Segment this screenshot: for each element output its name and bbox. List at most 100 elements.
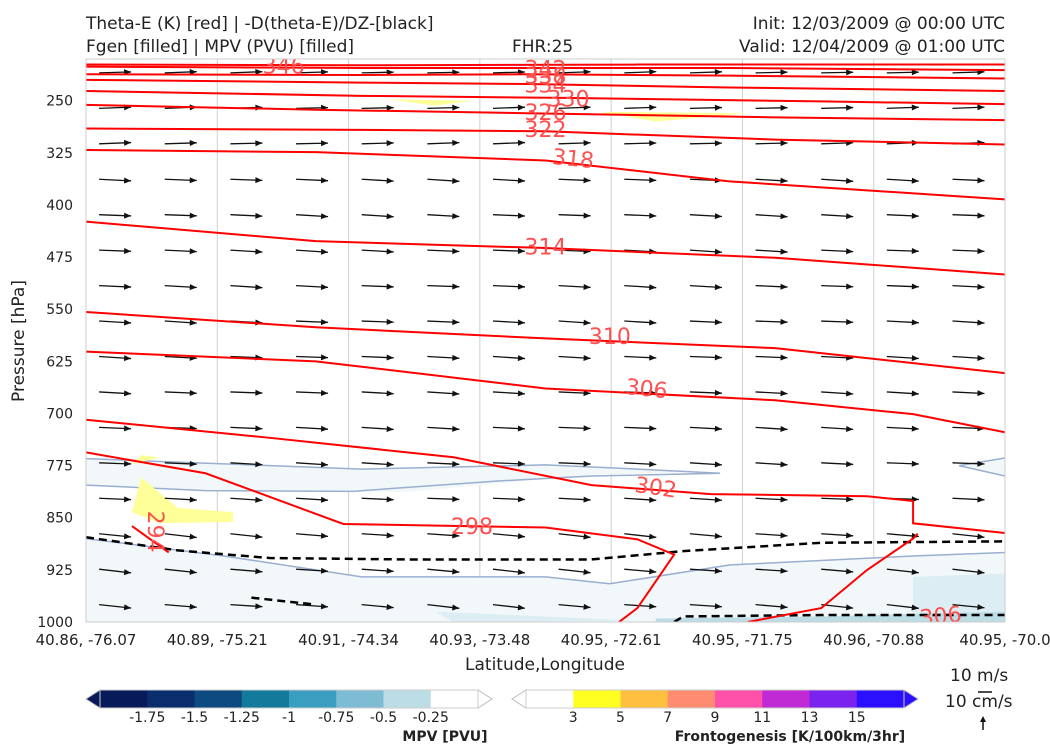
vector-scale-u: 10 m/s bbox=[950, 666, 1008, 686]
wind-vector-head bbox=[123, 355, 132, 362]
wind-vector-head bbox=[714, 532, 722, 539]
mpv-fill-region bbox=[435, 611, 638, 622]
wind-vector-head bbox=[911, 568, 919, 575]
wind-vector-head bbox=[320, 425, 329, 432]
wind-vector-head bbox=[452, 354, 460, 361]
wind-vector-head bbox=[583, 354, 591, 361]
theta-e-contour bbox=[86, 350, 1005, 434]
x-tick-label: 40.86, -76.07 bbox=[36, 631, 137, 649]
wind-vector-head bbox=[714, 319, 722, 326]
wind-vector-head bbox=[452, 604, 460, 611]
wind-vector-head bbox=[320, 69, 329, 76]
wind-vector-head bbox=[911, 283, 919, 290]
theta-e-contour bbox=[131, 525, 170, 554]
wind-vector-head bbox=[649, 354, 657, 361]
y-tick-label: 775 bbox=[46, 459, 73, 475]
theta-e-label: 326 bbox=[525, 101, 567, 126]
wind-vector-head bbox=[320, 461, 329, 468]
wind-vector-head bbox=[452, 283, 460, 290]
wind-vector-head bbox=[649, 603, 657, 610]
wind-vector-head bbox=[977, 212, 985, 219]
y-tick-label: 250 bbox=[46, 94, 73, 110]
colorbar-tick-label: 7 bbox=[663, 710, 672, 726]
wind-vector-head bbox=[189, 319, 197, 326]
wind-vector-head bbox=[977, 104, 985, 111]
colorbar-extend-high bbox=[477, 689, 493, 709]
wind-vector-head bbox=[780, 248, 788, 255]
wind-vector bbox=[1018, 107, 1050, 108]
wind-vector-head bbox=[517, 390, 525, 397]
wind-vector-head bbox=[583, 104, 591, 111]
wind-vector-head bbox=[846, 177, 854, 184]
wind-vector-head bbox=[780, 318, 788, 325]
wind-vector-head bbox=[649, 568, 657, 575]
wind-vector-head bbox=[780, 213, 788, 220]
wind-vector-head bbox=[780, 532, 788, 539]
colorbar-swatch bbox=[241, 690, 290, 708]
wind-vector-head bbox=[977, 355, 985, 362]
mpv-contour bbox=[86, 537, 1005, 585]
static-stability-contour bbox=[86, 535, 1005, 561]
wind-vector-head bbox=[911, 104, 919, 111]
wind-vector-head bbox=[1043, 320, 1050, 326]
colorbar-tick-label: -1.25 bbox=[224, 710, 260, 726]
wind-vector-head bbox=[649, 212, 657, 219]
wind-vector-head bbox=[386, 69, 394, 76]
x-tick-label: 40.95, -70.0 bbox=[959, 631, 1050, 649]
wind-vector-head bbox=[714, 213, 722, 220]
wind-vector-head bbox=[583, 139, 591, 146]
wind-vector-head bbox=[1043, 177, 1050, 183]
wind-vector-head bbox=[255, 68, 263, 75]
y-tick-label: 625 bbox=[46, 354, 73, 370]
wind-vector-head bbox=[649, 425, 657, 432]
theta-e-contour bbox=[86, 65, 1005, 72]
x-tick-label: 40.91, -74.34 bbox=[298, 631, 399, 649]
colorbar-tick-label: 3 bbox=[569, 710, 578, 726]
forecast-hour: FHR:25 bbox=[512, 37, 574, 57]
colorbar-tick-label: 11 bbox=[753, 710, 771, 726]
wind-vector-head bbox=[386, 354, 394, 361]
wind-vector bbox=[1018, 215, 1050, 216]
y-tick-label: 400 bbox=[46, 198, 73, 214]
wind-vector-head bbox=[189, 177, 197, 184]
wind-vector-head bbox=[649, 496, 657, 503]
mpv-fill-region bbox=[86, 538, 1005, 622]
fgen-colorbar-title: Frontogenesis [K/100km/3hr] bbox=[675, 729, 905, 745]
wind-vector-head bbox=[517, 319, 525, 326]
wind-vector-head bbox=[386, 461, 394, 468]
theta-e-label: 330 bbox=[547, 87, 589, 112]
wind-vector-head bbox=[780, 567, 788, 574]
wind-vector-head bbox=[320, 319, 329, 326]
wind-vector-head bbox=[189, 389, 197, 396]
colorbar-tick-label: -0.75 bbox=[318, 710, 354, 726]
wind-vector-head bbox=[846, 104, 854, 111]
colorbar-extend-low bbox=[511, 689, 527, 709]
wind-vector-head bbox=[1043, 355, 1050, 361]
y-tick-label: 850 bbox=[46, 511, 73, 527]
wind-vector-head bbox=[517, 569, 525, 576]
wind-vector bbox=[1018, 427, 1050, 428]
wind-vector-head bbox=[1043, 603, 1050, 609]
wind-vector-head bbox=[846, 461, 854, 468]
wind-vector bbox=[1018, 321, 1050, 323]
wind-vector-head bbox=[1043, 497, 1050, 503]
wind-vector-head bbox=[386, 390, 394, 397]
wind-vector-head bbox=[911, 355, 919, 362]
wind-vector-head bbox=[452, 496, 460, 503]
wind-vector-head bbox=[649, 461, 657, 468]
wind-vector-head bbox=[583, 425, 591, 432]
wind-vector-head bbox=[255, 461, 263, 468]
wind-vector-head bbox=[517, 104, 525, 111]
init-time: Init: 12/03/2009 @ 00:00 UTC bbox=[752, 14, 1005, 34]
wind-vector-head bbox=[977, 604, 985, 611]
wind-vector-head bbox=[911, 319, 919, 326]
theta-e-label: 318 bbox=[551, 145, 595, 174]
colorbar-swatch bbox=[289, 690, 337, 708]
theta-e-label: 322 bbox=[525, 118, 567, 143]
wind-vector-head bbox=[846, 319, 854, 326]
y-tick-label: 700 bbox=[46, 406, 73, 422]
colorbar-swatch bbox=[100, 690, 148, 708]
colorbar-frame bbox=[525, 689, 905, 709]
mpv-contour bbox=[86, 457, 721, 493]
wind-vector-head bbox=[846, 390, 854, 397]
